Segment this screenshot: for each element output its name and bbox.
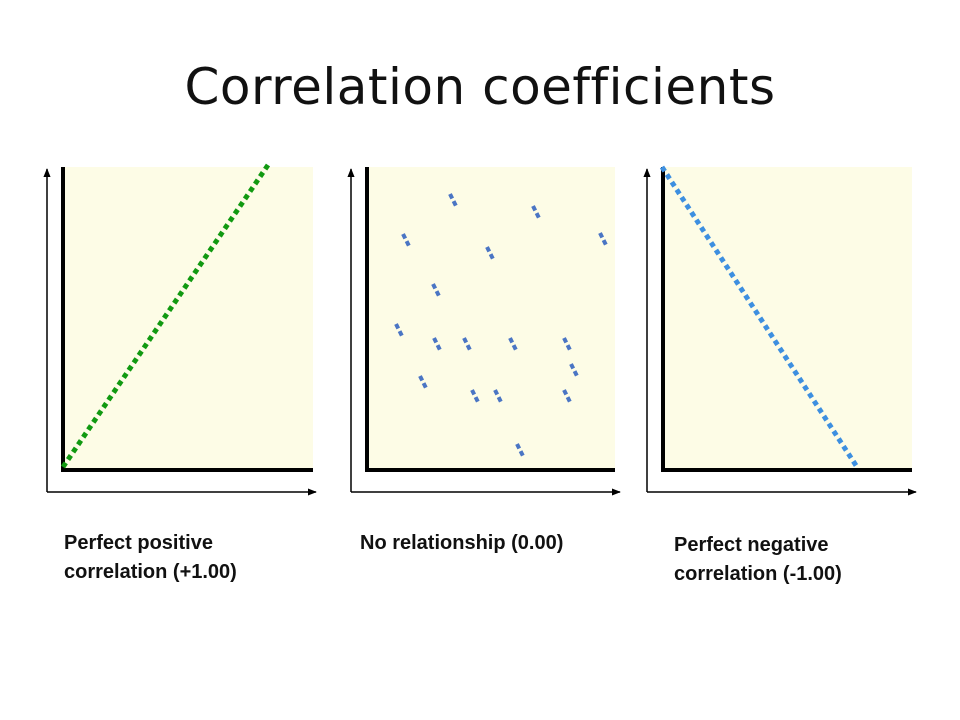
plot-area-negative: [663, 167, 912, 470]
scatter-point: [418, 375, 428, 389]
caption-negative: Perfect negative correlation (-1.00): [674, 531, 842, 589]
caption-negative-line2: correlation (-1.00): [674, 563, 842, 585]
caption-positive: Perfect positive correlation (+1.00): [64, 529, 237, 587]
panel-positive: [43, 163, 317, 496]
scatter-point: [394, 323, 404, 337]
scatter-point: [598, 232, 608, 246]
scatter-point: [569, 363, 579, 377]
scatter-point: [515, 443, 525, 457]
scatter-point: [448, 193, 458, 207]
scatter-point: [432, 337, 442, 351]
slide-title: Correlation coefficients: [184, 58, 776, 116]
negative-correlation-line: [659, 165, 860, 469]
scatter-point: [470, 389, 480, 403]
caption-negative-line1: Perfect negative: [674, 534, 829, 556]
scatter-point: [462, 337, 472, 351]
caption-positive-line1: Perfect positive: [64, 532, 213, 554]
scatter-point: [401, 233, 411, 247]
scatter-point: [431, 283, 441, 297]
scatter-points: [394, 193, 608, 457]
caption-none-line1: No relationship (0.00): [360, 532, 564, 554]
plot-area-none: [367, 167, 615, 470]
scatter-point: [508, 337, 518, 351]
panel-negative: [643, 165, 917, 496]
scatter-point: [493, 389, 503, 403]
scatter-point: [562, 337, 572, 351]
panel-no-relationship: [347, 167, 621, 496]
caption-none: No relationship (0.00): [360, 529, 563, 558]
caption-positive-line2: correlation (+1.00): [64, 561, 237, 583]
plot-area-positive: [63, 167, 313, 470]
scatter-point: [485, 246, 495, 260]
positive-correlation-line: [60, 163, 271, 469]
scatter-point: [562, 389, 572, 403]
scatter-point: [531, 205, 541, 219]
